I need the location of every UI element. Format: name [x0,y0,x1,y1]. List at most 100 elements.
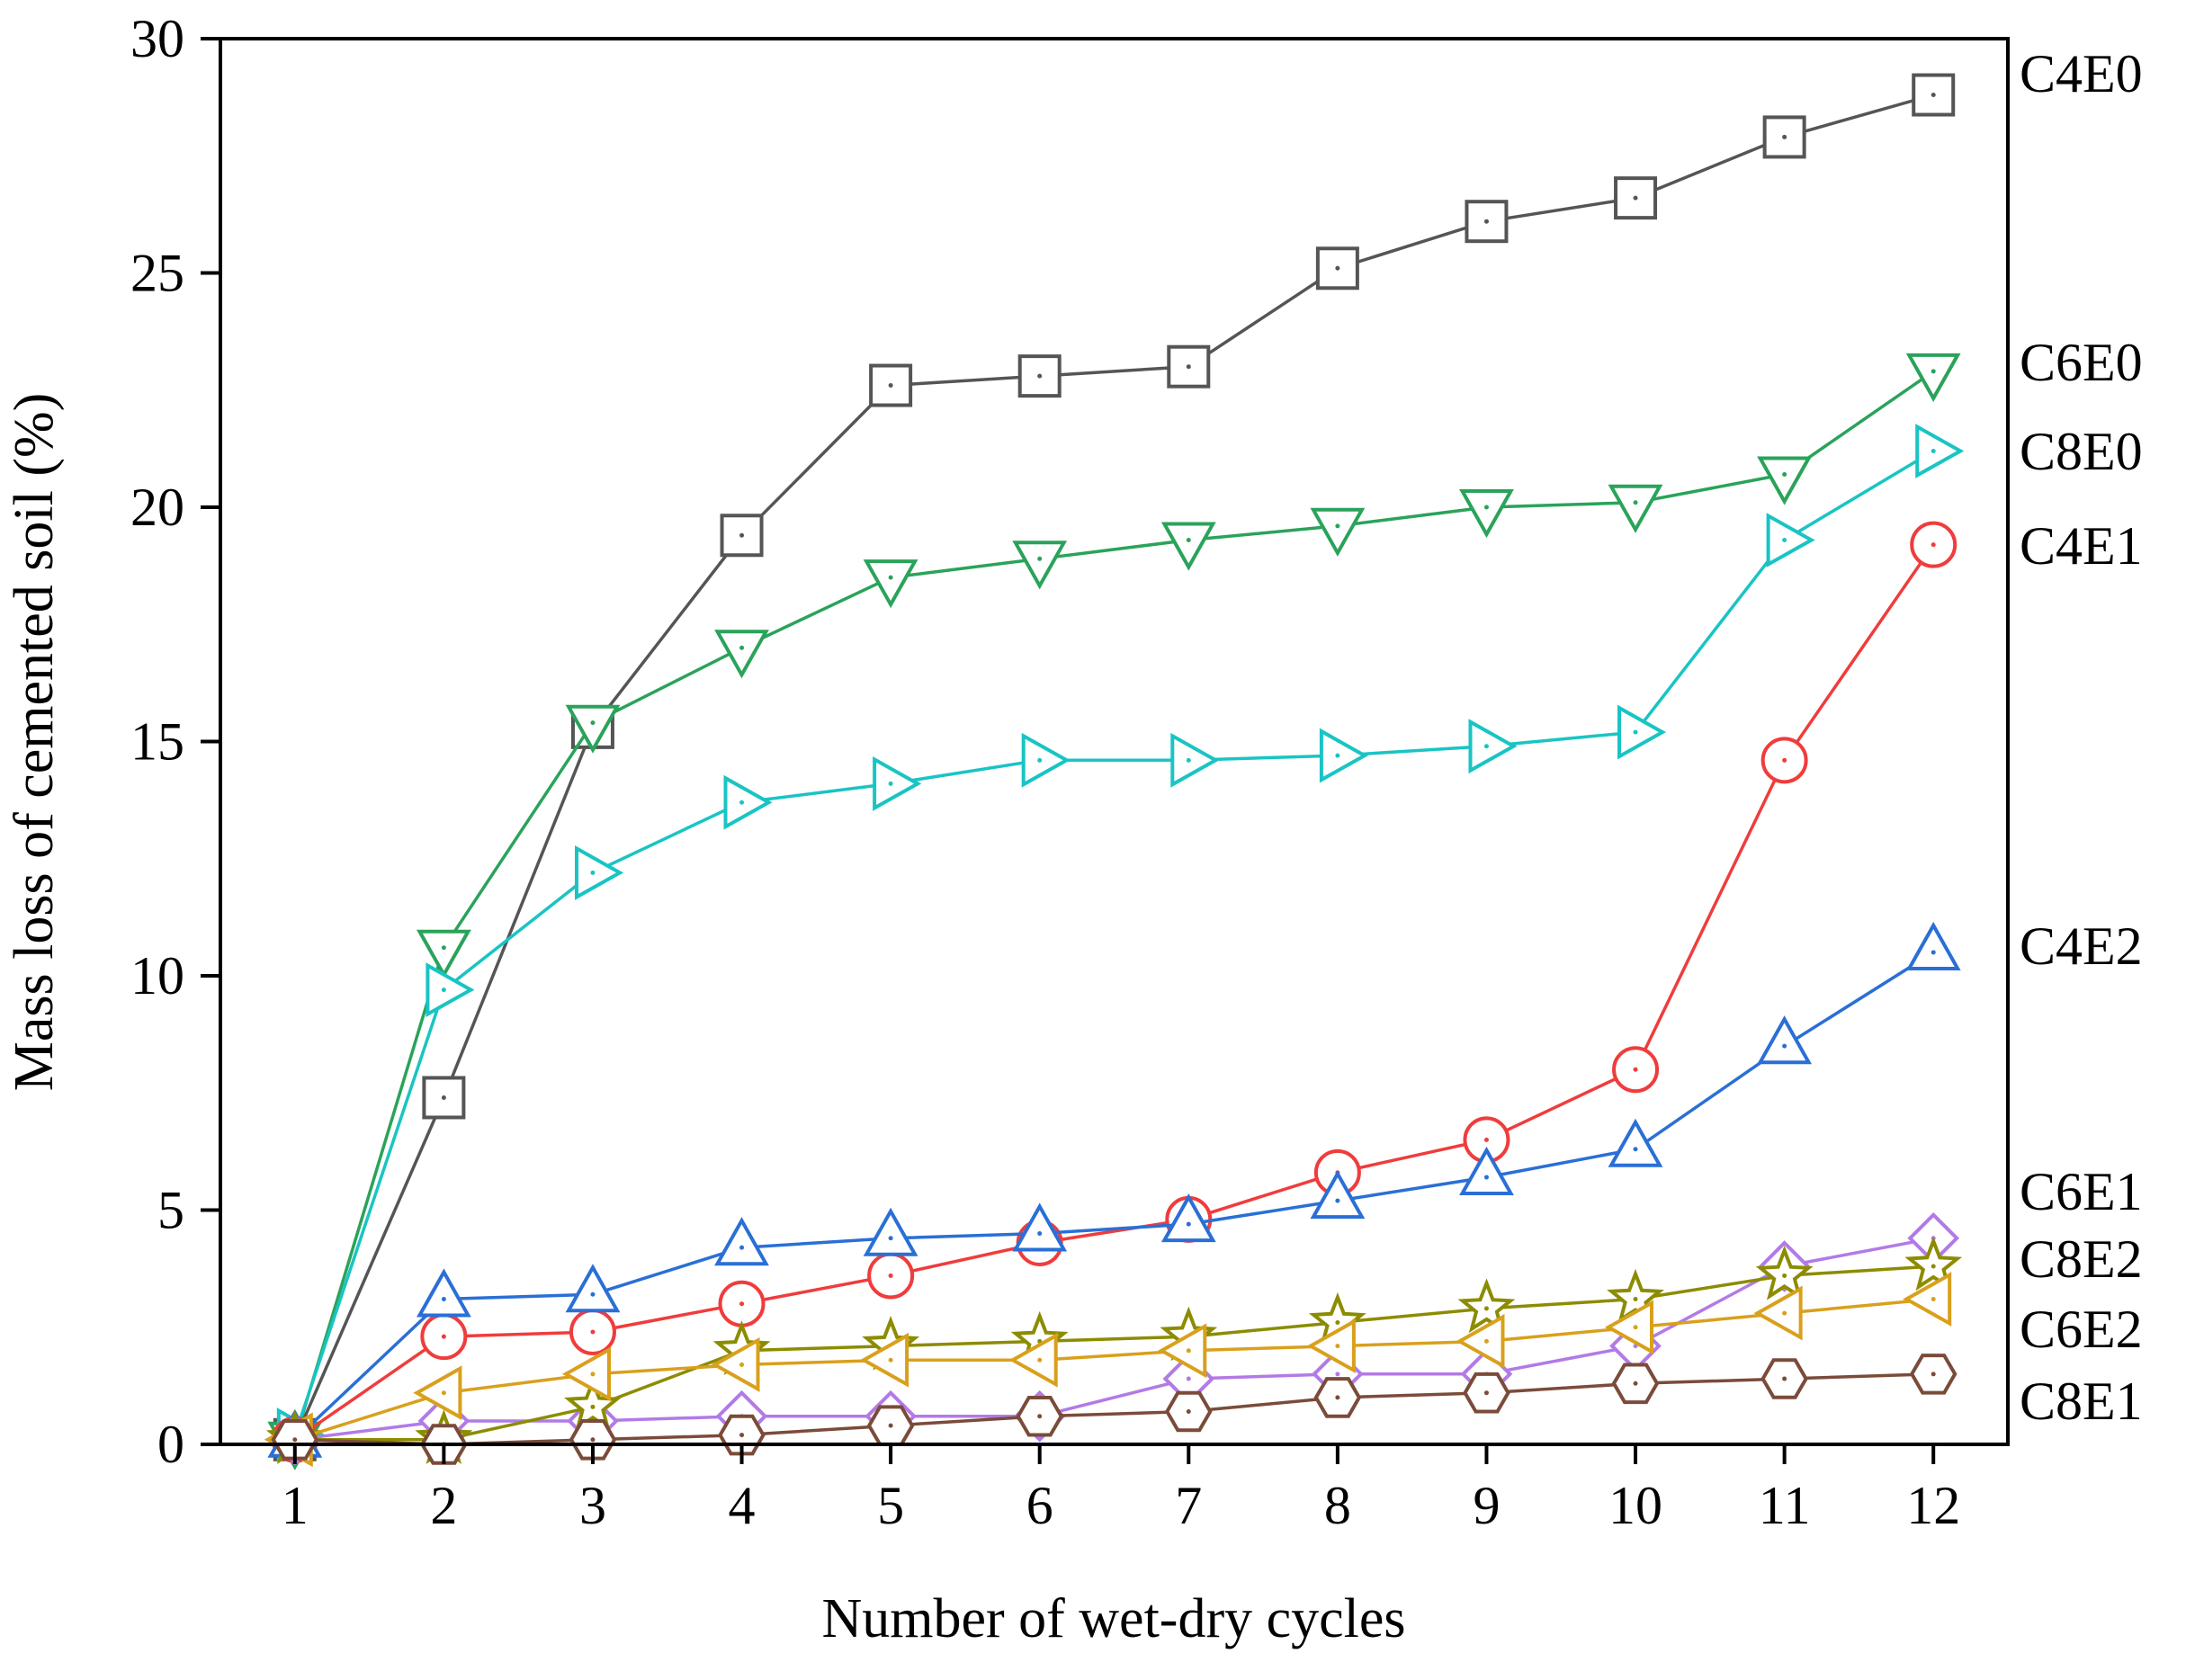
data-point [1905,353,1961,402]
data-point [416,929,471,979]
data-point-center [1186,1376,1191,1381]
data-point-center [739,1245,745,1250]
data-point-center [1186,1409,1191,1415]
series-line [293,93,1934,1441]
data-point [575,844,624,900]
data-point-center [888,383,893,389]
y-tick-label: 30 [130,9,184,68]
series-line [294,1264,1934,1442]
plot-frame [219,37,2010,1446]
x-tick-label: 1 [282,1476,309,1535]
data-point-center [888,1423,893,1428]
series-line [294,1372,1934,1446]
data-point [860,1332,909,1388]
x-tick-label: 3 [579,1476,606,1535]
data-point-center [1483,1137,1489,1142]
data-point-center [739,1301,745,1307]
x-tick-label: 10 [1608,1476,1662,1535]
data-point-center [888,1273,893,1278]
data-point [1753,1285,1803,1341]
data-point [1468,719,1518,774]
series-c6e2 [264,1272,1952,1468]
data-point-center [590,720,596,726]
series-line [293,370,1935,1441]
data-point-center [1782,757,1787,763]
data-point [869,363,913,407]
x-axis: 1 2 3 4 5 6 7 8 9 10 11 12 [282,1444,1960,1535]
x-tick-label: 8 [1324,1476,1351,1535]
data-point [565,1264,621,1313]
data-point [711,1336,760,1392]
data-point-center [1633,1381,1638,1386]
data-point-center [1186,364,1191,370]
data-point-center [1931,542,1936,548]
data-point-center [441,1390,446,1396]
data-point [1310,1170,1366,1220]
data-point [1457,1278,1516,1334]
data-point [1903,1272,1952,1327]
series-c4e2 [267,921,1961,1458]
data-point-center [1037,1414,1043,1419]
data-point [723,774,773,830]
data-point [1158,1323,1207,1379]
y-axis-title: Mass loss of cemented soil (%) [4,393,65,1092]
data-point-center [590,1437,596,1443]
data-point [1757,456,1813,505]
data-point-center [1483,219,1489,224]
series-line [293,449,1935,1436]
data-point [1459,489,1514,539]
series-label-c8e1: C8E1 [2020,1372,2143,1431]
data-point-center [739,532,745,538]
data-point [1604,1300,1653,1355]
data-point-center [1931,369,1936,374]
data-point-center [1931,950,1936,955]
data-point-center [1186,1348,1191,1354]
data-point-center [590,870,596,875]
data-point [1607,1268,1664,1324]
series-c6e0 [267,353,1961,1470]
data-point-center [590,1404,596,1409]
data-point-center [1633,1147,1638,1152]
data-point-center [1037,1231,1043,1237]
data-point [863,1207,918,1256]
data-point-center [888,575,893,580]
y-tick-label: 20 [130,478,184,537]
y-tick-label: 10 [130,946,184,1005]
data-point-center [1483,1390,1489,1396]
data-point [1021,732,1071,788]
data-point-center [1633,1296,1638,1301]
data-point [1905,921,1961,970]
series-label-c6e1: C6E1 [2020,1162,2143,1221]
data-point-center [292,1437,298,1443]
data-point-center [1782,1043,1787,1049]
data-point [1617,704,1667,760]
series-label-c4e0: C4E0 [2020,44,2143,103]
data-point-center [1186,757,1191,763]
x-tick-label: 11 [1759,1476,1811,1535]
series-c8e1 [271,1354,1958,1465]
data-point-center [1335,1344,1340,1349]
x-axis-title: Number of wet-dry cycles [821,1588,1405,1649]
data-point-center [1483,1175,1489,1180]
data-point-center [1335,753,1340,758]
y-axis: 0 5 10 15 20 25 30 [130,9,220,1474]
data-point [413,1365,462,1421]
data-point-center [1335,1320,1340,1326]
data-point-center [1037,757,1043,763]
data-point-center [1037,1357,1043,1363]
data-point-center [1483,1306,1489,1311]
data-point [1608,1118,1663,1167]
y-tick-label: 15 [130,712,184,772]
data-point [1012,541,1068,590]
y-tick-label: 5 [157,1181,184,1240]
data-point-center [1931,448,1936,453]
data-point [561,1346,611,1402]
series-c8e2 [265,1236,1963,1464]
data-point [1170,732,1220,788]
data-point-center [1335,1198,1340,1203]
data-point-center [441,945,446,951]
x-tick-label: 9 [1473,1476,1500,1535]
data-point [1319,728,1368,783]
data-point-center [888,1236,893,1241]
